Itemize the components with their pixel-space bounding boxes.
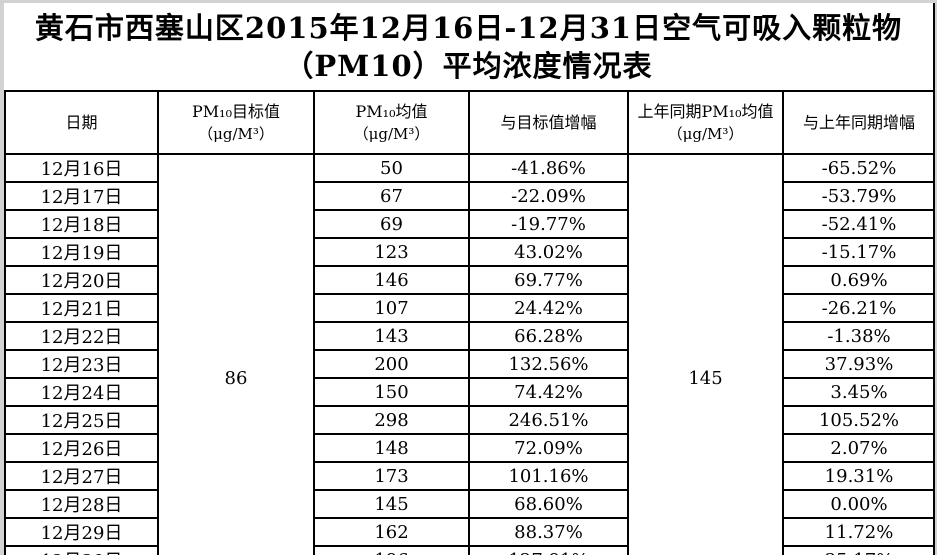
pm10-avg-cell: 67 [313,181,470,211]
col-header-vs-last-year: 与上年同期增幅 [782,90,934,155]
pm10-avg-cell: 298 [313,405,470,435]
date-cell: 12月17日 [4,181,159,211]
vs-last-year-cell: -26.21% [782,293,934,323]
date-cell: 12月18日 [4,209,159,239]
date-cell: 12月22日 [4,321,159,351]
col-header-last-year-unit: （μg/M³） [667,124,744,143]
vs-target-cell: 43.02% [468,237,629,267]
date-cell: 12月27日 [4,461,159,491]
date-cell: 12月30日 [4,545,159,555]
table-row: 12月20日 146 69.77% 0.69% [4,265,934,295]
vs-target-cell: -41.86% [468,153,629,183]
pm10-avg-cell: 143 [313,321,470,351]
pm10-avg-cell: 50 [313,153,470,183]
pm10-avg-cell: 69 [313,209,470,239]
vs-last-year-cell: 3.45% [782,377,934,407]
pm10-avg-cell: 150 [313,377,470,407]
pm10-concentration-table: 日期 PM₁₀目标值 （μg/M³） PM₁₀均值 （μg/M³） 与目标值增幅 [4,90,934,555]
vs-last-year-cell: 0.00% [782,489,934,519]
pm10-avg-cell: 173 [313,461,470,491]
vs-target-cell: 132.56% [468,349,629,379]
table-row: 12月16日 86 50 -41.86% 145 -65.52% [4,153,934,555]
table-row: 12月26日 148 72.09% 2.07% [4,433,934,463]
pm10-avg-cell: 123 [313,237,470,267]
vs-target-cell: 101.16% [468,461,629,491]
col-header-target-unit: （μg/M³） [198,124,274,143]
report-title: 黄石市西塞山区2015年12月16日-12月31日空气可吸入颗粒物 （PM10）… [4,3,933,90]
table-row: 12月27日 173 101.16% 19.31% [4,461,934,491]
date-cell: 12月19日 [4,237,159,267]
vs-target-cell: 127.91% [468,545,629,555]
vs-last-year-cell: 11.72% [782,517,934,547]
report-page: 黄石市西塞山区2015年12月16日-12月31日空气可吸入颗粒物 （PM10）… [4,3,935,555]
date-cell: 12月21日 [4,293,159,323]
table-row: 12月19日 123 43.02% -15.17% [4,237,934,267]
pm10-avg-cell: 200 [313,349,470,379]
table-row: 12月17日 67 -22.09% -53.79% [4,181,934,211]
vs-last-year-cell: -15.17% [782,237,934,267]
table-row: 12月18日 69 -19.77% -52.41% [4,209,934,239]
vs-target-cell: 66.28% [468,321,629,351]
table-row: 12月22日 143 66.28% -1.38% [4,321,934,351]
table-row: 12月25日 298 246.51% 105.52% [4,405,934,435]
col-header-target: PM₁₀目标值 （μg/M³） [157,90,315,155]
table-row: 12月30日 196 127.91% 35.17% [4,545,934,555]
vs-target-cell: 24.42% [468,293,629,323]
pm10-avg-cell: 196 [313,545,470,555]
col-header-avg-label: PM₁₀均值 [355,101,428,121]
header-row: 日期 PM₁₀目标值 （μg/M³） PM₁₀均值 （μg/M³） 与目标值增幅 [4,90,934,155]
vs-target-cell: 74.42% [468,377,629,407]
date-cell: 12月26日 [4,433,159,463]
date-cell: 12月25日 [4,405,159,435]
col-header-vs-target: 与目标值增幅 [468,90,629,155]
vs-target-cell: 246.51% [468,405,629,435]
report-title-line1: 黄石市西塞山区2015年12月16日-12月31日空气可吸入颗粒物 [34,10,903,45]
col-header-date: 日期 [4,90,159,155]
date-cell: 12月24日 [4,377,159,407]
vs-target-cell: 69.77% [468,265,629,295]
pm10-avg-cell: 146 [313,265,470,295]
col-header-vs-target-label: 与目标值增幅 [500,112,597,132]
pm10-avg-cell: 107 [313,293,470,323]
target-value-cell: 86 [157,153,315,555]
vs-target-cell: 68.60% [468,489,629,519]
col-header-avg: PM₁₀均值 （μg/M³） [313,90,470,155]
vs-target-cell: 72.09% [468,433,629,463]
vs-last-year-cell: -52.41% [782,209,934,239]
vs-last-year-cell: 37.93% [782,349,934,379]
report-title-line2: （PM10）平均浓度情况表 [284,48,653,83]
pm10-avg-cell: 148 [313,433,470,463]
date-cell: 12月28日 [4,489,159,519]
vs-last-year-cell: -65.52% [782,153,934,183]
vs-last-year-cell: 0.69% [782,265,934,295]
col-header-last-year-label: 上年同期PM₁₀均值 [637,101,774,121]
vs-last-year-cell: 105.52% [782,405,934,435]
vs-target-cell: -19.77% [468,209,629,239]
col-header-avg-unit: （μg/M³） [353,124,430,143]
table-row: 12月28日 145 68.60% 0.00% [4,489,934,519]
table-row: 12月24日 150 74.42% 3.45% [4,377,934,407]
date-cell: 12月29日 [4,517,159,547]
pm10-avg-cell: 145 [313,489,470,519]
vs-last-year-cell: -53.79% [782,181,934,211]
table-row: 12月29日 162 88.37% 11.72% [4,517,934,547]
vs-last-year-cell: 19.31% [782,461,934,491]
date-cell: 12月23日 [4,349,159,379]
date-cell: 12月20日 [4,265,159,295]
table-row: 12月23日 200 132.56% 37.93% [4,349,934,379]
date-cell: 12月16日 [4,153,159,183]
vs-target-cell: 88.37% [468,517,629,547]
vs-last-year-cell: -1.38% [782,321,934,351]
vs-target-cell: -22.09% [468,181,629,211]
vs-last-year-cell: 2.07% [782,433,934,463]
col-header-vs-last-year-label: 与上年同期增幅 [802,112,915,132]
col-header-last-year: 上年同期PM₁₀均值 （μg/M³） [627,90,784,155]
vs-last-year-cell: 35.17% [782,545,934,555]
col-header-target-label: PM₁₀目标值 [192,101,280,121]
last-year-value-cell: 145 [627,153,784,555]
pm10-avg-cell: 162 [313,517,470,547]
table-row: 12月21日 107 24.42% -26.21% [4,293,934,323]
col-header-date-label: 日期 [65,112,98,132]
